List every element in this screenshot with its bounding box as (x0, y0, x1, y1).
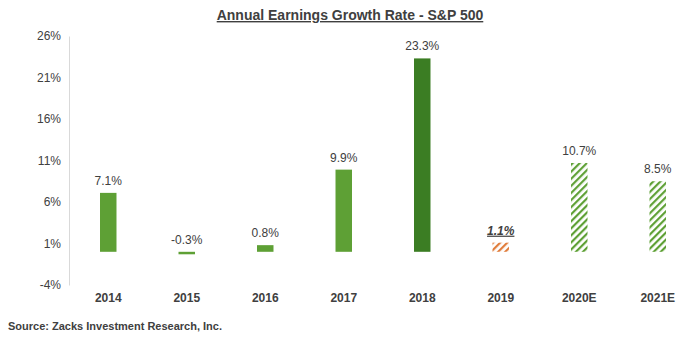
data-label: 0.8% (252, 226, 280, 240)
y-tick: 21% (37, 71, 69, 85)
source: Source: Zacks Investment Research, Inc. (8, 320, 222, 332)
data-label: 9.9% (330, 151, 358, 165)
x-tick-label: 2014 (95, 291, 122, 305)
y-tick: 6% (44, 195, 69, 209)
x-tick-label: 2020E (562, 291, 597, 305)
x-tick: 2018 (409, 285, 436, 305)
y-tick-label: -4% (40, 278, 62, 292)
y-tick-label: 6% (44, 195, 62, 209)
data-label: 8.5% (644, 162, 672, 176)
y-axis-line (69, 37, 70, 286)
bar (257, 245, 273, 252)
title: Annual Earnings Growth Rate - S&P 500 (217, 7, 484, 23)
bar (571, 163, 587, 252)
y-tick-label: 16% (37, 112, 61, 126)
bar (650, 181, 666, 252)
x-tick: 2020E (562, 285, 597, 305)
data-label: 10.7% (562, 144, 596, 158)
bar (493, 243, 509, 252)
y-axis: -4% 1% 6% 11% 16% 21% 26% (37, 29, 70, 292)
bars (100, 58, 666, 254)
x-tick-label: 2016 (252, 291, 279, 305)
y-tick: -4% (40, 278, 69, 292)
y-tick-label: 1% (44, 237, 62, 251)
y-tick: 1% (44, 237, 69, 251)
x-tick: 2019 (487, 285, 514, 305)
bar (336, 170, 352, 252)
x-axis: 2014 2015 2016 2017 2018 2019 2020E 2021E (95, 285, 675, 305)
x-tick: 2015 (173, 285, 200, 305)
x-tick: 2021E (640, 285, 675, 305)
chart: Annual Earnings Growth Rate - S&P 500 -4%… (0, 0, 700, 340)
y-tick: 16% (37, 112, 69, 126)
x-tick-label: 2019 (487, 291, 514, 305)
x-tick-label: 2021E (640, 291, 675, 305)
bar (179, 252, 195, 254)
x-tick: 2017 (330, 285, 357, 305)
x-tick: 2014 (95, 285, 122, 305)
data-labels: 7.1% -0.3% 0.8% 9.9% 23.3% 1.1% 10.7% 8.5% (95, 39, 672, 246)
bar (414, 58, 430, 251)
x-tick-label: 2017 (330, 291, 357, 305)
y-tick-label: 26% (37, 29, 61, 43)
y-tick: 26% (37, 29, 69, 43)
y-tick-label: 11% (38, 154, 61, 168)
data-label: -0.3% (171, 233, 203, 247)
x-tick: 2016 (252, 285, 279, 305)
y-tick-label: 21% (37, 71, 61, 85)
plot: -4%1%6%11%16%21%26%201420152016201720182… (37, 29, 675, 304)
x-tick-label: 2015 (173, 291, 200, 305)
x-tick-label: 2018 (409, 291, 436, 305)
data-label: 23.3% (405, 39, 439, 53)
data-label: 7.1% (95, 174, 123, 188)
bar (100, 193, 116, 252)
y-tick: 11% (38, 154, 69, 168)
data-label: 1.1% (487, 224, 515, 238)
